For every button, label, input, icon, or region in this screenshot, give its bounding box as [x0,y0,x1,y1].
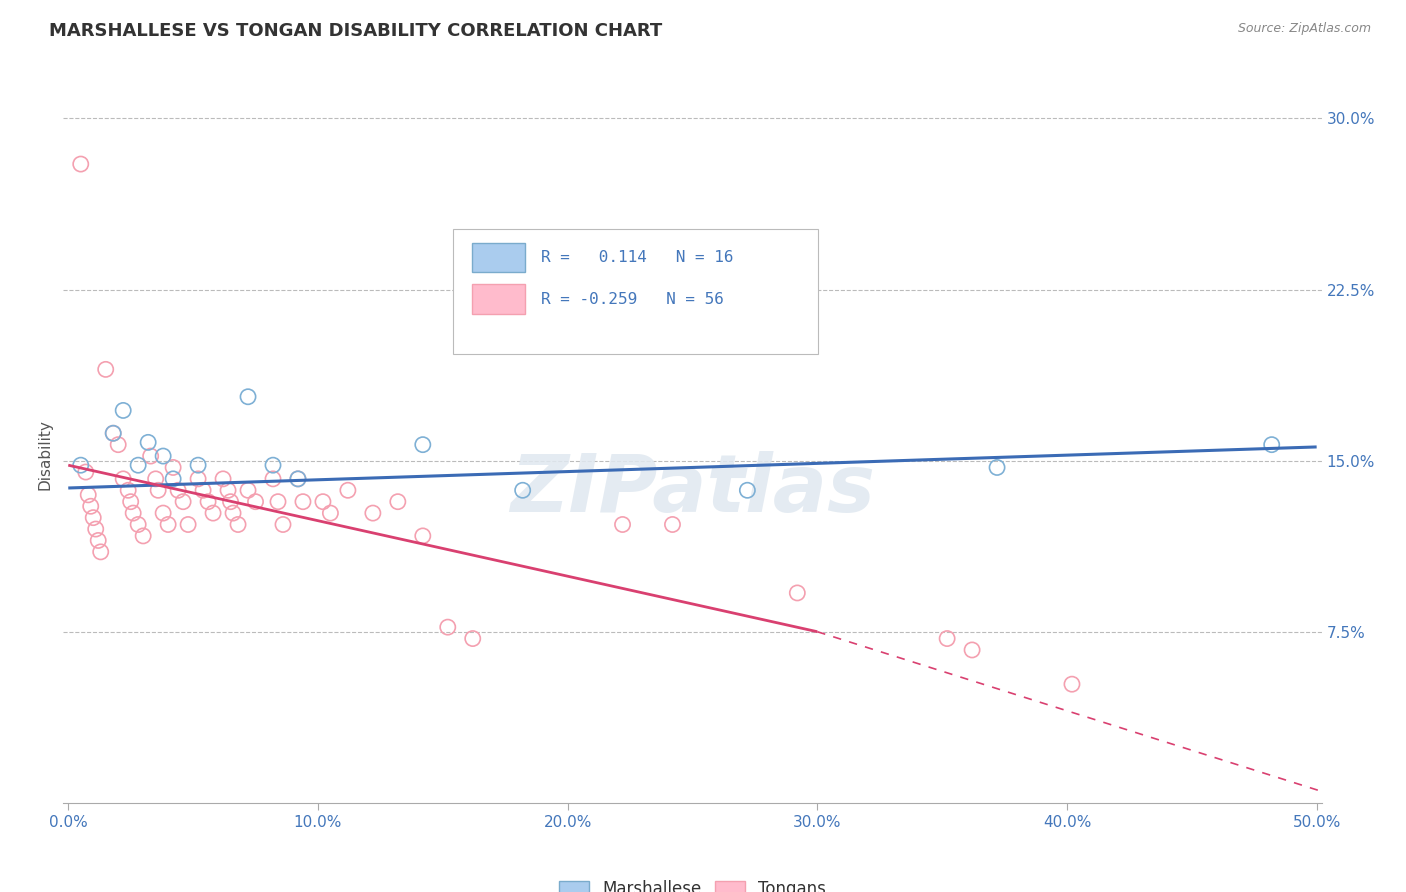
Text: Source: ZipAtlas.com: Source: ZipAtlas.com [1237,22,1371,36]
Point [1260,437,1282,451]
FancyBboxPatch shape [472,243,524,272]
Point [271,517,294,532]
Point [212,472,235,486]
Point [172,494,194,508]
Point [245,494,267,508]
Point [222,506,245,520]
Point [103,426,125,441]
Point [361,506,384,520]
Point [127,517,149,532]
Point [167,483,190,498]
Text: R =   0.114   N = 16: R = 0.114 N = 16 [541,250,734,265]
Point [512,483,534,498]
Text: MARSHALLESE VS TONGAN DISABILITY CORRELATION CHART: MARSHALLESE VS TONGAN DISABILITY CORRELA… [49,22,662,40]
Point [94,362,117,376]
Point [187,458,209,473]
Legend: Marshallese, Tongans: Marshallese, Tongans [553,874,832,892]
Point [387,494,409,508]
Point [412,529,434,543]
Point [1060,677,1083,691]
Point [312,494,335,508]
Point [80,500,103,514]
Point [120,494,142,508]
Point [162,472,184,486]
Point [112,403,135,417]
FancyBboxPatch shape [453,229,818,354]
Point [319,506,342,520]
Point [960,643,983,657]
Point [217,483,239,498]
Point [412,437,434,451]
Point [197,494,219,508]
Point [87,533,110,548]
Point [267,494,290,508]
Point [737,483,759,498]
Point [162,460,184,475]
Point [661,517,683,532]
FancyBboxPatch shape [472,285,524,314]
Point [69,458,91,473]
Point [177,517,200,532]
Point [219,494,242,508]
Point [291,494,314,508]
Point [287,472,309,486]
Point [146,483,169,498]
Point [152,506,174,520]
Point [157,517,180,532]
Point [75,465,97,479]
Point [262,458,284,473]
Point [84,522,107,536]
Point [461,632,484,646]
Point [90,545,112,559]
Point [132,529,155,543]
Point [103,426,125,441]
Y-axis label: Disability: Disability [37,419,52,491]
Point [436,620,458,634]
Point [287,472,309,486]
Point [82,510,104,524]
Point [262,472,284,486]
Point [226,517,249,532]
Text: ZIPatlas: ZIPatlas [510,450,875,529]
Point [127,458,149,473]
Point [69,157,91,171]
Point [236,390,259,404]
Point [107,437,129,451]
Point [986,460,1008,475]
Point [117,483,139,498]
Point [136,435,159,450]
Text: R = -0.259   N = 56: R = -0.259 N = 56 [541,292,724,307]
Point [202,506,225,520]
Point [936,632,959,646]
Point [112,472,135,486]
Point [612,517,634,532]
Point [139,449,162,463]
Point [77,488,100,502]
Point [187,472,209,486]
Point [145,472,167,486]
Point [236,483,259,498]
Point [336,483,359,498]
Point [122,506,145,520]
Point [786,586,808,600]
Point [191,483,214,498]
Point [152,449,174,463]
